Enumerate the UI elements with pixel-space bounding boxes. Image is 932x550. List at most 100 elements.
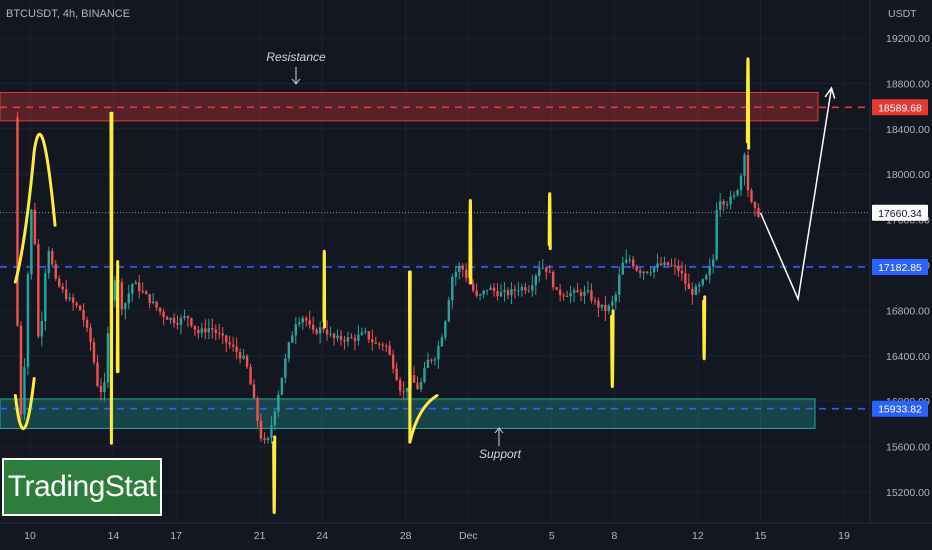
candle-body (496, 291, 499, 297)
candle-body (360, 332, 364, 335)
resistance-arrow (291, 67, 301, 85)
candle-body (725, 204, 729, 206)
candle-body (510, 289, 513, 296)
candle-body (416, 382, 419, 390)
candle-body (367, 331, 371, 340)
candle-body (391, 354, 395, 369)
x-tick-label: 5 (549, 530, 555, 542)
candle-body (631, 259, 635, 267)
trough-mark (272, 435, 277, 514)
candle-body (54, 264, 57, 279)
candle-body (513, 289, 517, 291)
candle-body (16, 117, 19, 326)
candle-body (144, 291, 148, 295)
candle-body (214, 329, 217, 334)
candle-body (218, 333, 221, 335)
candle-body (423, 367, 426, 382)
candle-body (593, 300, 597, 302)
candle-body (621, 262, 624, 275)
candle-body (385, 345, 388, 347)
candle-body (96, 362, 99, 386)
candle-body (221, 333, 224, 336)
candle-body (155, 301, 158, 308)
candle-body (148, 294, 151, 304)
candle-body (551, 271, 555, 288)
candle-body (141, 291, 144, 293)
candle-body (583, 291, 586, 296)
candle-body (590, 290, 593, 301)
candle-body (649, 272, 652, 274)
candle-body (677, 266, 680, 271)
time-scale[interactable] (0, 523, 932, 550)
x-tick-label: 19 (838, 530, 850, 542)
candle-body (611, 301, 614, 306)
candle-body (666, 262, 670, 266)
candle-body (339, 335, 343, 340)
candle-body (475, 290, 478, 296)
hand-drawn-marks (13, 57, 751, 514)
candle-body (158, 307, 162, 312)
candle-body (499, 292, 503, 297)
y-tick-label: 15200.00 (886, 487, 930, 499)
candle-body (186, 316, 190, 319)
candle-body (465, 269, 468, 279)
candle-body (558, 289, 562, 296)
symbol-label[interactable]: BTCUSDT, 4h, BINANCE (6, 8, 131, 20)
candle-body (343, 339, 346, 342)
candle-body (579, 292, 583, 296)
candle-body (718, 201, 722, 211)
candle-body (176, 323, 179, 325)
candle-body (604, 304, 607, 311)
candle-body (190, 318, 193, 326)
candle-body (684, 273, 687, 284)
candle-body (715, 210, 718, 260)
trough-mark (109, 111, 114, 445)
candle-body (273, 411, 277, 426)
candle-body (548, 271, 551, 273)
candle-body (134, 282, 137, 285)
candle-body (106, 333, 110, 383)
candle-body (308, 320, 311, 325)
candle-body (277, 394, 280, 412)
candle-body (23, 367, 26, 415)
candle-body (231, 344, 235, 347)
candle-body (329, 333, 332, 335)
candle-body (162, 311, 165, 318)
candle-body (482, 290, 485, 295)
candle-body (280, 377, 284, 395)
y-tick-label: 18800.00 (886, 78, 930, 90)
candle-body (353, 338, 357, 341)
candle-body (388, 345, 391, 355)
candle-body (635, 266, 638, 271)
candle-body (92, 342, 96, 363)
resistance-label: Resistance (266, 50, 326, 64)
candle-body (722, 201, 725, 205)
price-tag (872, 204, 928, 221)
candle-body (224, 335, 228, 343)
candle-body (451, 276, 454, 301)
candle-body (228, 342, 231, 345)
price-tag (872, 258, 928, 275)
candle-body (746, 154, 750, 191)
candle-body (402, 391, 405, 393)
candle-body (419, 381, 423, 390)
candle-body (517, 290, 520, 292)
candle-body (113, 280, 117, 301)
candle-body (659, 263, 663, 265)
candle-body (614, 294, 618, 302)
candle-body (68, 297, 71, 300)
trough-mark (13, 377, 36, 431)
candle-body (249, 366, 252, 385)
candle-body (371, 339, 374, 343)
candle-body (85, 320, 89, 328)
candle-body (19, 325, 23, 415)
candle-body (40, 321, 44, 337)
annotations: Resistance Support (266, 50, 521, 461)
candle-body (642, 271, 645, 273)
peak-mark (13, 132, 57, 284)
candle-body (103, 382, 106, 393)
candle-body (545, 267, 548, 272)
candle-body (538, 268, 541, 276)
candle-body (652, 267, 656, 273)
candle-body (266, 438, 270, 441)
